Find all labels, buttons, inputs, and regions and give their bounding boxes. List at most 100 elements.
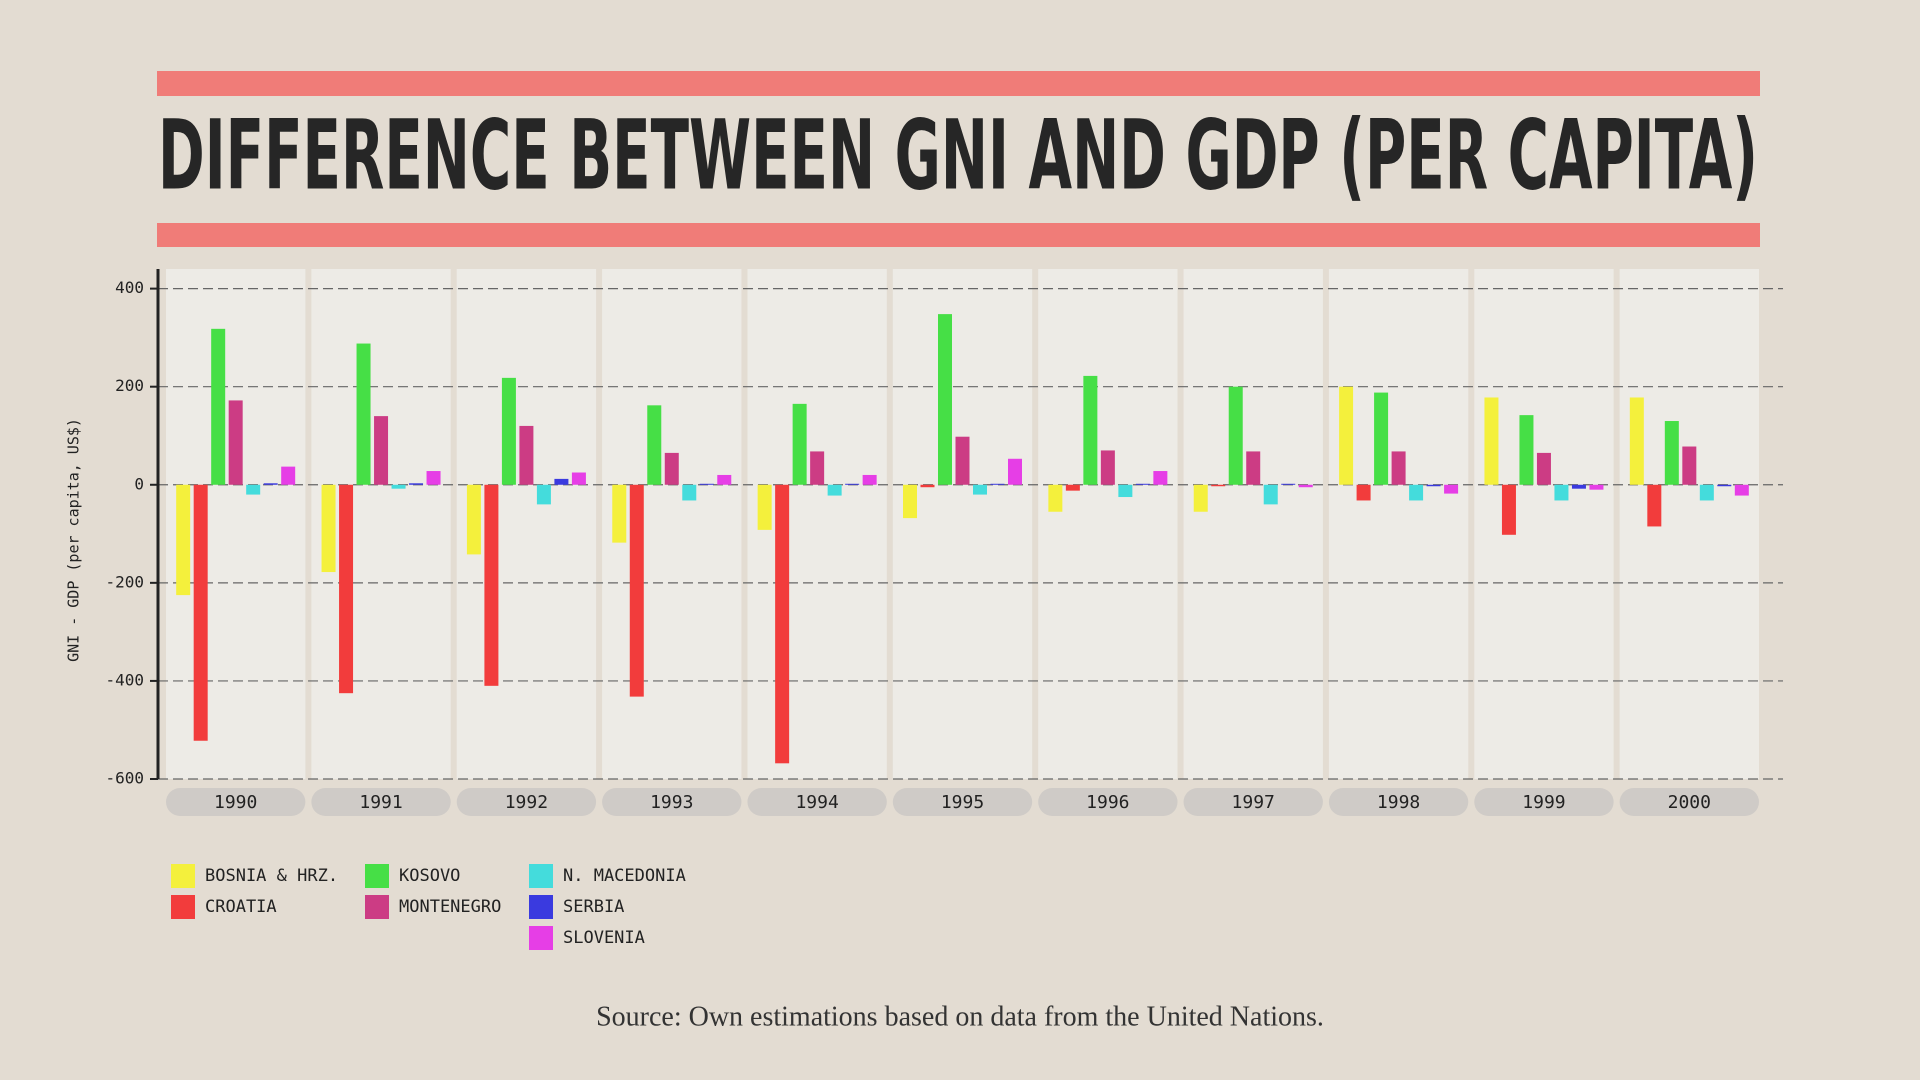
bar	[409, 483, 424, 485]
x-tick-label: 1998	[1377, 792, 1420, 813]
x-tick-label: 1991	[359, 792, 402, 813]
category-pill	[1619, 788, 1759, 816]
bar	[1065, 484, 1080, 491]
bar	[1298, 484, 1313, 488]
bar	[501, 377, 516, 485]
x-tick-label: 2000	[1668, 792, 1711, 813]
bar	[281, 466, 296, 485]
bar	[1193, 484, 1208, 512]
bar	[1699, 484, 1714, 501]
bar	[1263, 484, 1278, 505]
legend-label: KOSOVO	[399, 866, 460, 886]
y-tick-label: 400	[115, 278, 144, 297]
bar	[1153, 471, 1168, 485]
bar	[321, 484, 336, 573]
bar	[1391, 451, 1406, 485]
bar	[1426, 484, 1441, 487]
bar	[1135, 483, 1150, 485]
x-tick-label: 1994	[795, 792, 838, 813]
bar	[1589, 484, 1604, 490]
legend-label: MONTENEGRO	[399, 897, 501, 917]
legend-swatch	[365, 864, 389, 888]
bar	[1374, 392, 1389, 485]
bar	[1519, 415, 1534, 485]
bar	[466, 484, 481, 555]
category-pill	[311, 788, 451, 816]
x-tick-label: 1997	[1232, 792, 1275, 813]
bar	[1356, 484, 1371, 501]
panel	[892, 269, 1033, 779]
source: Source: Own estimations based on data fr…	[596, 1001, 1324, 1032]
bar	[554, 478, 569, 485]
category-pill	[1328, 788, 1469, 816]
y-tick-label: -400	[105, 670, 144, 689]
bar	[664, 452, 679, 485]
bar	[1100, 450, 1115, 485]
panel	[1328, 269, 1469, 779]
bar	[1484, 397, 1499, 485]
bar	[845, 483, 860, 485]
legend-swatch	[171, 895, 195, 919]
bar	[1664, 421, 1679, 485]
bar	[391, 484, 406, 489]
legend-swatch	[365, 895, 389, 919]
category-pill	[892, 788, 1033, 816]
legend-label: SLOVENIA	[563, 928, 645, 948]
bar	[862, 474, 877, 485]
bar	[193, 484, 208, 741]
bar	[792, 403, 807, 485]
bar	[938, 314, 952, 485]
bar	[1281, 483, 1296, 485]
legend-label: SERBIA	[563, 897, 624, 917]
title-band	[157, 223, 1760, 247]
bar	[757, 484, 772, 530]
category-pill	[456, 788, 597, 816]
x-tick-label: 1999	[1522, 792, 1565, 813]
bar	[903, 484, 917, 519]
bar	[973, 484, 987, 495]
y-tick-label: 0	[134, 474, 144, 493]
bar	[682, 484, 697, 501]
y-tick-label: -200	[105, 572, 144, 591]
category-pill	[602, 788, 742, 816]
bar	[1647, 484, 1662, 527]
bar	[1228, 386, 1243, 485]
bar	[484, 484, 499, 686]
bar	[176, 484, 191, 596]
y-tick-label: -600	[105, 769, 144, 788]
category-pill	[166, 788, 306, 816]
bar	[699, 483, 714, 485]
bar	[426, 471, 441, 485]
legend-swatch	[529, 895, 553, 919]
y-axis-label: GNI - GDP (per capita, US$)	[65, 418, 83, 662]
bar	[1682, 446, 1697, 485]
x-tick-label: 1992	[505, 792, 548, 813]
x-tick-label: 1996	[1086, 792, 1129, 813]
bar	[1444, 484, 1459, 494]
bar	[263, 483, 278, 485]
bar	[339, 484, 354, 694]
bar	[827, 484, 842, 496]
bar	[1734, 484, 1749, 496]
bar	[920, 484, 935, 488]
bar	[990, 483, 1005, 485]
title-band	[157, 71, 1760, 96]
legend-swatch	[529, 864, 553, 888]
bar	[1571, 484, 1586, 489]
chart-title: DIFFERENCE BETWEEN GNI AND GDP (PER CAPI…	[158, 99, 1758, 211]
legend-label: BOSNIA & HRZ.	[205, 866, 338, 886]
bar	[647, 405, 662, 485]
bar	[955, 436, 970, 485]
bar	[228, 400, 243, 485]
bar	[775, 484, 790, 764]
bar	[810, 451, 825, 485]
bar	[211, 328, 226, 485]
category-pill	[1038, 788, 1178, 816]
panel	[1038, 269, 1178, 779]
legend-label: N. MACEDONIA	[563, 866, 686, 886]
panel	[1183, 269, 1323, 779]
bar	[1211, 484, 1226, 487]
category-pill	[1183, 788, 1323, 816]
bar	[1008, 458, 1022, 485]
bar	[519, 425, 534, 485]
